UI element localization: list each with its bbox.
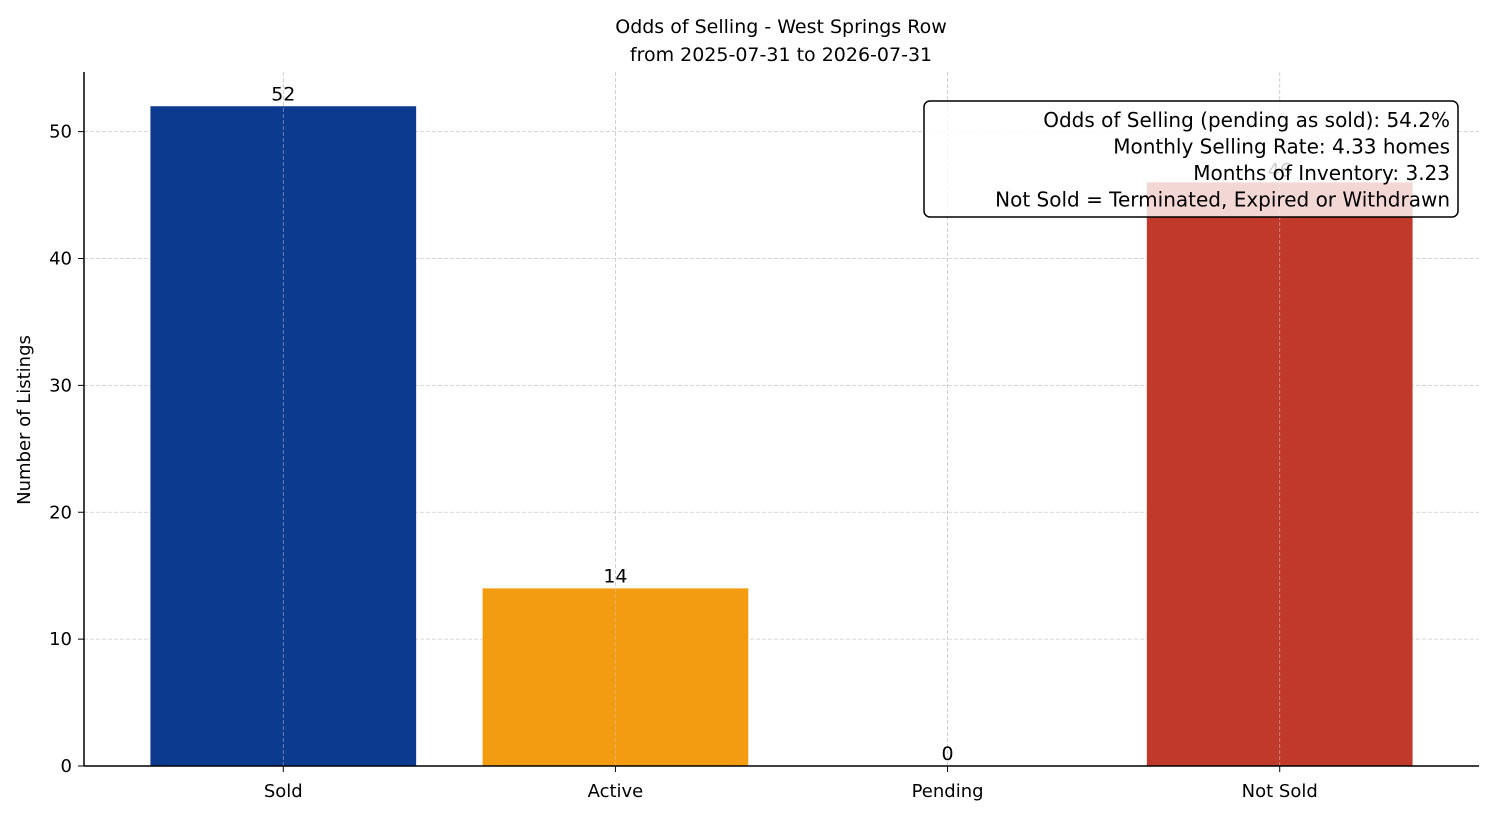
- y-tick-label: 20: [49, 502, 72, 523]
- y-tick-label: 0: [61, 756, 72, 777]
- x-tick-label: Pending: [912, 781, 984, 802]
- y-tick-label: 40: [49, 249, 72, 270]
- bar: [482, 588, 749, 766]
- x-tick-label: Active: [588, 781, 644, 802]
- annotation-box: [923, 100, 1459, 218]
- y-tick-label: 50: [49, 122, 72, 143]
- annotation-line: Months of Inventory: 3.23: [1193, 161, 1450, 185]
- annotation-line: Not Sold = Terminated, Expired or Withdr…: [995, 188, 1450, 212]
- value-label: 52: [271, 83, 295, 105]
- value-label: 0: [942, 743, 954, 765]
- chart-subtitle: from 2025-07-31 to 2026-07-31: [630, 44, 932, 66]
- x-tick-label: Not Sold: [1242, 781, 1318, 802]
- x-tick-label: Sold: [264, 781, 303, 802]
- y-tick-label: 10: [49, 629, 72, 650]
- value-label: 14: [603, 565, 627, 587]
- chart-title: Odds of Selling - West Springs Row: [615, 16, 947, 38]
- y-axis-label: Number of Listings: [14, 335, 35, 505]
- y-tick-label: 30: [49, 375, 72, 396]
- annotation-line: Odds of Selling (pending as sold): 54.2%: [1043, 108, 1450, 132]
- annotation-line: Monthly Selling Rate: 4.33 homes: [1113, 135, 1450, 159]
